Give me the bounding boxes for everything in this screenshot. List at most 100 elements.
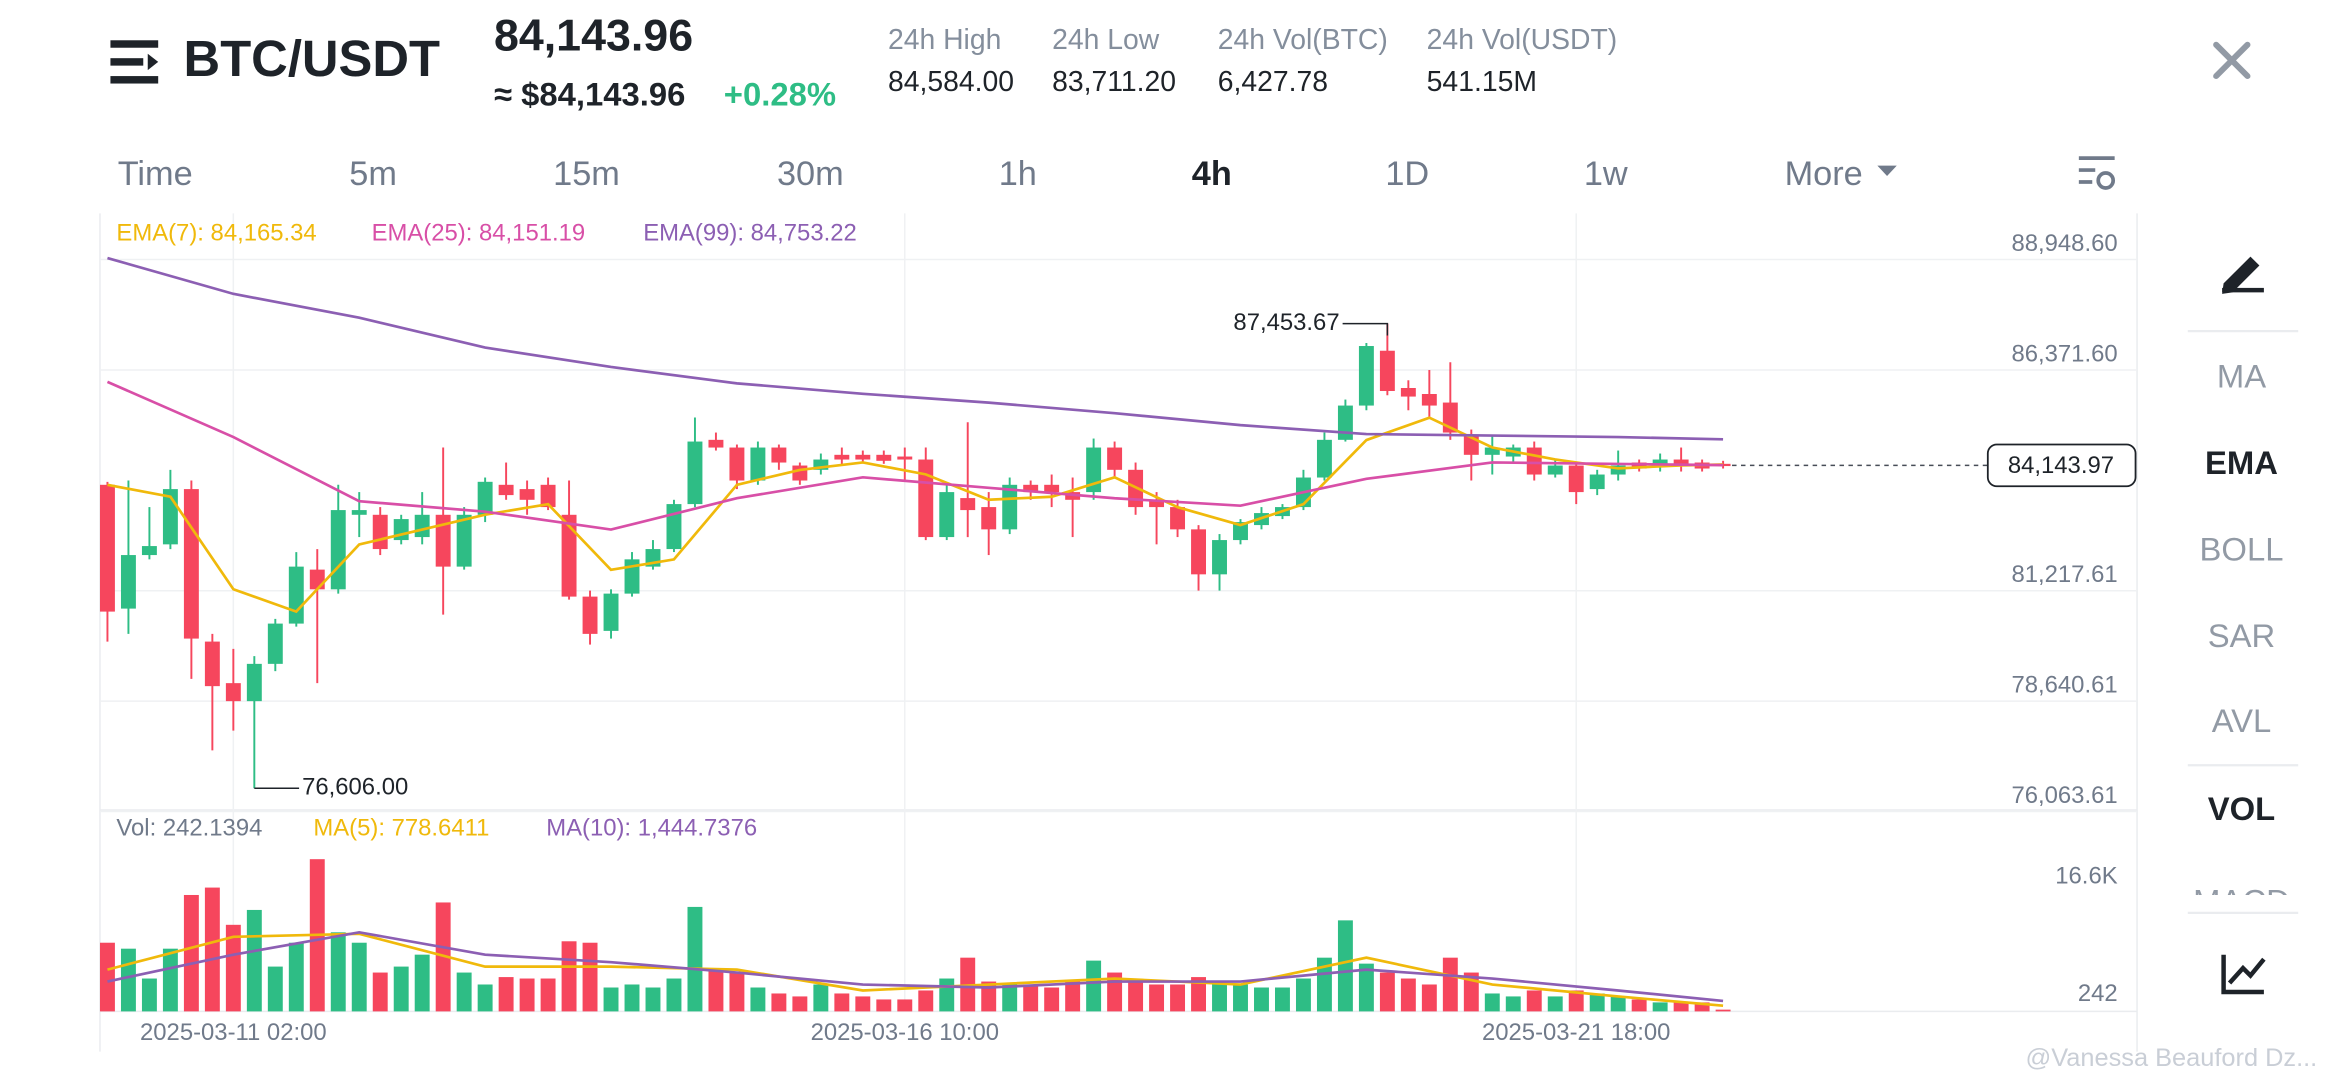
- candle-body: [561, 514, 577, 597]
- menu-icon[interactable]: [110, 40, 159, 84]
- volume-bar: [330, 932, 346, 1012]
- y-tick-label: 88,948.60: [2011, 230, 2117, 257]
- interval-tab[interactable]: 30m: [777, 155, 844, 193]
- candle-body: [1337, 405, 1353, 440]
- draw-icon[interactable]: [2222, 256, 2264, 294]
- stat-label: 24h Vol(BTC): [1218, 24, 1388, 56]
- candle-body: [120, 555, 136, 609]
- interval-tab[interactable]: More: [1785, 155, 1863, 193]
- volume-bar: [1694, 1002, 1710, 1012]
- volume-bar: [519, 978, 535, 1012]
- candle-body: [603, 593, 619, 631]
- candle-body: [1421, 393, 1437, 406]
- chart-type-icon[interactable]: [2221, 954, 2266, 995]
- volume-bar: [603, 987, 619, 1012]
- volume-bar: [1295, 978, 1311, 1012]
- volume-bar: [687, 906, 703, 1012]
- interval-tab[interactable]: 15m: [553, 155, 620, 193]
- y-tick-label: 76,063.61: [2011, 782, 2117, 809]
- high-marker: [1342, 322, 1389, 336]
- volume-bar: [120, 948, 136, 1012]
- interval-tab[interactable]: 4h: [1192, 155, 1232, 193]
- candle-body: [771, 447, 787, 463]
- volume-bar: [561, 941, 577, 1012]
- volume-bar: [876, 999, 892, 1012]
- indicator-item[interactable]: VOL: [2208, 790, 2275, 827]
- interval-tabs: Time 5m 15m 30m 1h 4h 1D 1w More: [118, 155, 1897, 193]
- last-price-box: [1986, 443, 2137, 488]
- candle-body: [288, 566, 304, 624]
- candle-body: [1610, 465, 1626, 475]
- volume-bar: [1316, 957, 1332, 1012]
- volume-bar: [1337, 920, 1353, 1012]
- candle-body: [267, 623, 283, 664]
- volume-bar: [477, 984, 493, 1012]
- candle-body: [981, 507, 997, 530]
- indicator-line: [107, 932, 1724, 1008]
- indicator-item[interactable]: BOLL: [2200, 531, 2284, 568]
- volume-bar: [813, 984, 829, 1012]
- volume-bar: [1128, 981, 1144, 1012]
- dropdown-arrow: [1877, 165, 1897, 177]
- volume-bar: [372, 972, 388, 1012]
- volume-bar: [1170, 984, 1186, 1012]
- candle-body: [1149, 499, 1165, 508]
- y-tick-label: 16.6K: [2055, 862, 2117, 889]
- indicator-item[interactable]: EMA: [2205, 444, 2278, 481]
- candle-body: [1673, 459, 1689, 466]
- interval-tab[interactable]: Time: [118, 155, 193, 193]
- candle-body: [1107, 447, 1123, 470]
- candle-body: [309, 569, 325, 590]
- volume-bar: [855, 996, 871, 1012]
- volume-bar: [267, 966, 283, 1012]
- settings-icon[interactable]: [2078, 156, 2116, 190]
- interval-tab[interactable]: 5m: [349, 155, 397, 193]
- volume-bar: [225, 924, 241, 1012]
- candle-body: [918, 459, 934, 538]
- candle-body: [1379, 350, 1395, 392]
- volume-bar: [1191, 977, 1206, 1012]
- last-price-label: 84,143.97: [2008, 452, 2114, 479]
- side-separators: [2187, 330, 2299, 915]
- indicator-item[interactable]: SAR: [2208, 617, 2275, 654]
- candle-body: [960, 498, 976, 511]
- volume-bar: [414, 954, 430, 1012]
- interval-tab[interactable]: 1D: [1385, 155, 1429, 193]
- volume-bar: [1421, 984, 1437, 1012]
- candle-body: [1652, 459, 1668, 466]
- volume-bar: [1463, 972, 1479, 1012]
- volume-bar: [834, 993, 850, 1012]
- candle-body: [1002, 484, 1018, 530]
- volume-bar: [1631, 999, 1647, 1012]
- indicator-item[interactable]: MA: [2217, 358, 2266, 395]
- candle-body: [750, 447, 766, 481]
- close-button[interactable]: [2213, 41, 2251, 80]
- volume-bar: [1610, 996, 1626, 1012]
- candle-body: [456, 514, 472, 567]
- candle-body: [1547, 465, 1563, 475]
- indicator-item[interactable]: MACD: [2193, 883, 2290, 920]
- stat-label: 24h High: [888, 24, 1001, 56]
- volume-bar: [897, 999, 913, 1012]
- candle-body: [498, 484, 514, 496]
- candle-body: [1023, 484, 1039, 493]
- volume-bar: [1673, 1002, 1689, 1012]
- interval-tab[interactable]: 1h: [999, 155, 1037, 193]
- volume-bar: [1233, 984, 1248, 1012]
- candle-body: [99, 484, 115, 612]
- candle-body: [435, 514, 451, 567]
- x-tick-label: 2025-03-16 10:00: [811, 1019, 999, 1046]
- volume-bar: [246, 909, 262, 1012]
- interval-tab[interactable]: 1w: [1584, 155, 1628, 193]
- volume-bar: [540, 978, 556, 1012]
- volume-bar: [162, 948, 178, 1012]
- legend-entry: EMA(99): 84,753.22: [643, 220, 857, 247]
- y-tick-label: 242: [2078, 980, 2118, 1007]
- volume-bar: [1715, 1009, 1731, 1012]
- indicator-item[interactable]: AVL: [2212, 702, 2272, 739]
- y-tick-label: 78,640.61: [2011, 672, 2117, 699]
- candle-body: [1191, 529, 1206, 575]
- candle-body: [519, 489, 535, 500]
